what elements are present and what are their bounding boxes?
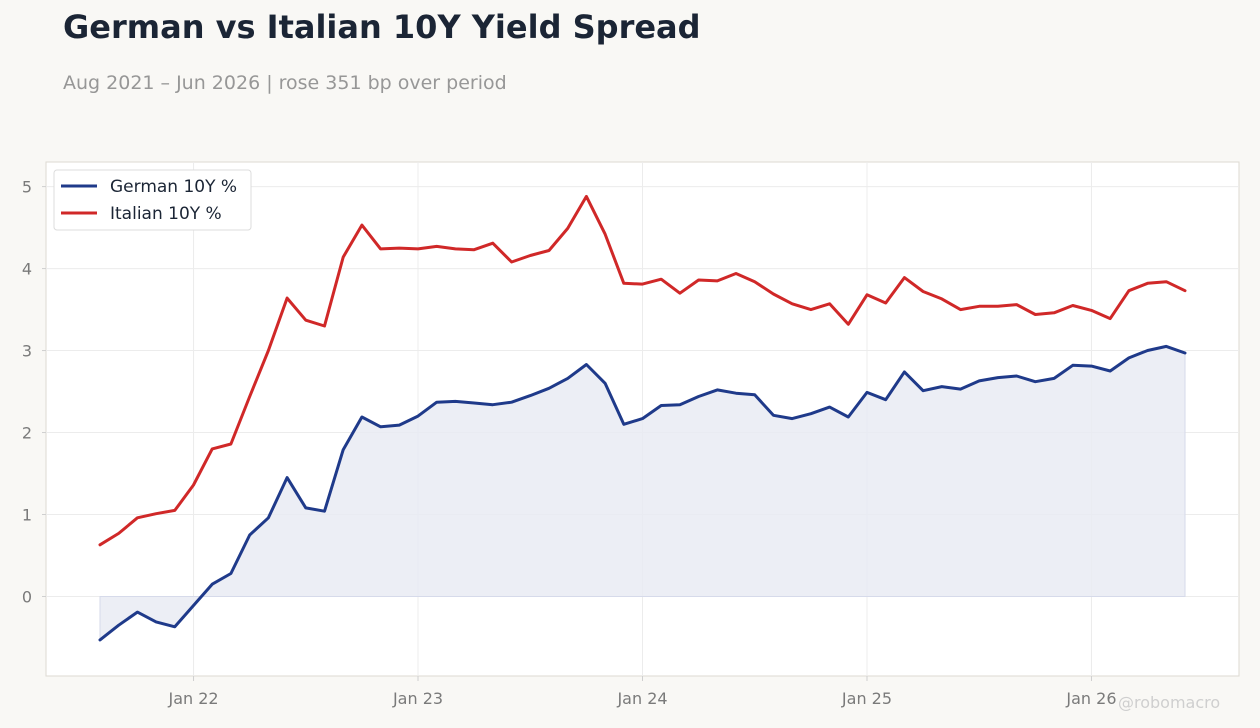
y-tick-label: 3 <box>22 342 32 361</box>
x-tick-label: Jan 26 <box>1065 689 1116 708</box>
x-tick-label: Jan 24 <box>616 689 667 708</box>
x-tick-label: Jan 25 <box>841 689 892 708</box>
y-tick-label: 0 <box>22 587 32 606</box>
german-series-line <box>98 344 1187 642</box>
italian-series-line <box>98 194 1187 547</box>
x-tick-label: Jan 23 <box>392 689 443 708</box>
x-axis: Jan 22 Jan 23 Jan 24 Jan 25 Jan 26 <box>167 676 1117 708</box>
y-axis: 0 1 2 3 4 5 <box>22 178 46 606</box>
y-tick-label: 1 <box>22 506 32 525</box>
legend-box <box>53 169 252 231</box>
chart-title: German vs Italian 10Y Yield Spread <box>63 8 701 46</box>
x-tick-label: Jan 22 <box>167 689 218 708</box>
legend-label: German 10Y % <box>110 177 237 197</box>
y-tick-label: 2 <box>22 424 32 443</box>
y-tick-label: 4 <box>22 260 32 279</box>
y-tick-label: 5 <box>22 178 32 197</box>
series-lines <box>98 194 1187 642</box>
legend: German 10Y % Italian 10Y % <box>53 169 252 231</box>
watermark: @robomacro <box>1118 693 1221 712</box>
chart-subtitle: Aug 2021 – Jun 2026 | rose 351 bp over p… <box>63 72 507 94</box>
legend-label: Italian 10Y % <box>110 204 222 224</box>
